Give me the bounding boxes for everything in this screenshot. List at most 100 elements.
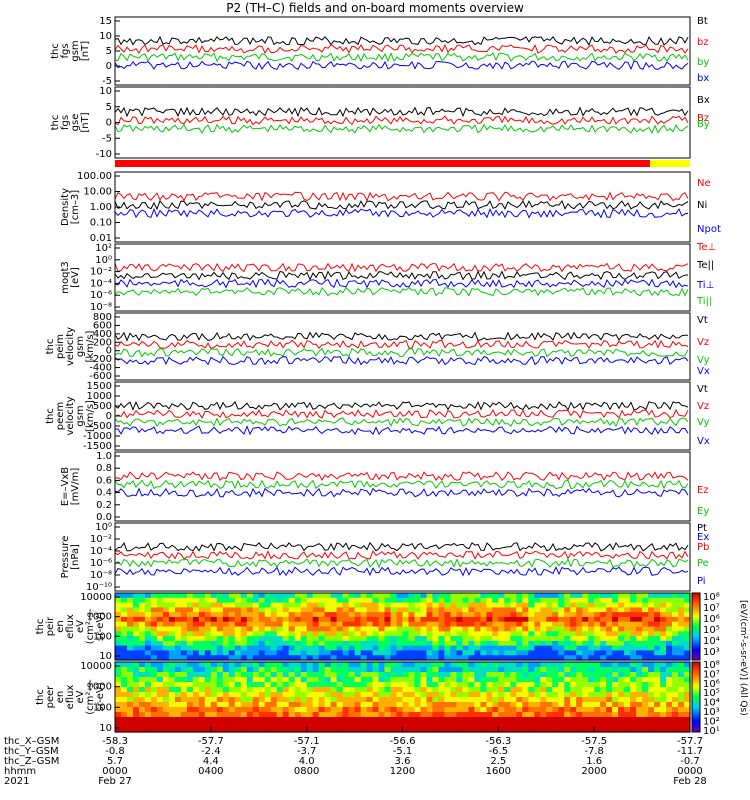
- spectrogram-cell: [576, 645, 583, 651]
- spectrogram-cell: [390, 602, 398, 608]
- spectrogram-cell: [420, 677, 428, 683]
- spectrogram-cell: [498, 612, 505, 618]
- spectrogram-cell: [462, 612, 469, 618]
- spectrogram-cell: [156, 636, 164, 642]
- ytick-label: 0.2: [96, 500, 112, 511]
- spectrogram-cell: [474, 682, 481, 688]
- spectrogram-cell: [462, 621, 469, 628]
- spectrogram-cell: [516, 597, 523, 604]
- spectrogram-cell: [474, 655, 481, 661]
- spectrogram-cell: [234, 672, 242, 678]
- spectrogram-cell: [630, 682, 637, 688]
- spectrogram-cell: [630, 687, 637, 693]
- spectrogram-cell: [198, 636, 206, 642]
- spectrogram-cell: [127, 621, 134, 628]
- spectrogram-cell: [186, 636, 194, 642]
- spectrogram-cell: [456, 712, 463, 718]
- spectrogram-cell: [156, 662, 164, 668]
- spectrogram-cell: [192, 702, 200, 708]
- spectrogram-cell: [582, 597, 589, 604]
- spectrogram-cell: [168, 636, 176, 642]
- spectrogram-cell: [504, 662, 511, 668]
- spectrogram-cell: [121, 692, 128, 698]
- spectrogram-cell: [648, 655, 655, 661]
- ytick-label: 10⁻⁸: [90, 570, 112, 581]
- spectrogram-cell: [558, 692, 565, 698]
- spectrogram-cell: [174, 667, 182, 673]
- spectrogram-cell: [618, 687, 625, 693]
- spectrogram-cell: [396, 650, 404, 656]
- spectrogram-cell: [121, 672, 128, 678]
- spectrogram-cell: [678, 697, 685, 703]
- spectrogram-cell: [570, 593, 577, 599]
- spectrogram-cell: [276, 655, 284, 661]
- spectrogram-cell: [678, 687, 685, 693]
- spectrogram-cell: [360, 697, 368, 703]
- spectrogram-cell: [504, 616, 511, 623]
- spectrogram-cell: [390, 631, 398, 637]
- spectrogram-cell: [252, 621, 260, 628]
- spectrogram-cell: [396, 672, 404, 678]
- spectrogram-cell: [246, 697, 254, 703]
- spectrogram-cell: [156, 612, 164, 618]
- spectrogram-cell: [300, 593, 308, 599]
- spectrogram-cell: [294, 667, 302, 673]
- spectrogram-cell: [348, 607, 356, 613]
- spectrogram-cell: [564, 727, 571, 733]
- spectrogram-cell: [570, 636, 577, 642]
- spectrogram-cell: [168, 682, 176, 688]
- spectrogram-cell: [438, 697, 445, 703]
- spectrogram-cell: [546, 727, 553, 733]
- spectrogram-cell: [121, 717, 128, 723]
- spectrogram-cell: [684, 682, 691, 688]
- spectrogram-cell: [486, 687, 493, 693]
- spectrogram-cell: [594, 607, 601, 613]
- spectrogram-cell: [342, 697, 350, 703]
- spectrogram-cell: [324, 677, 332, 683]
- spectrogram-cell: [660, 626, 667, 632]
- spectrogram-cell: [127, 593, 134, 599]
- spectrogram-cell: [438, 722, 445, 728]
- spectrogram-cell: [684, 667, 691, 673]
- spectrogram-cell: [540, 712, 547, 718]
- spectrogram-cell: [546, 692, 553, 698]
- spectrogram-cell: [306, 717, 314, 723]
- spectrogram-cell: [678, 667, 685, 673]
- spectrogram-cell: [192, 645, 200, 651]
- spectrogram-cell: [588, 597, 595, 604]
- spectrogram-cell: [192, 662, 200, 668]
- legend-Vz: Vz: [697, 337, 709, 348]
- spectrogram-cell: [648, 597, 655, 604]
- spectrogram-cell: [588, 655, 595, 661]
- spectrogram-cell: [558, 597, 565, 604]
- spectrogram-cell: [210, 636, 218, 642]
- spectrogram-cell: [648, 616, 655, 623]
- spectrogram-cell: [228, 597, 236, 604]
- spectrogram-cell: [636, 662, 643, 668]
- spectrogram-cell: [432, 636, 439, 642]
- spectrogram-cell: [180, 626, 188, 632]
- ytick-label: 10: [99, 31, 112, 42]
- spectrogram-cell: [408, 687, 416, 693]
- spectrogram-cell: [210, 717, 218, 723]
- spectrogram-cell: [384, 722, 392, 728]
- spectrogram-cell: [504, 612, 511, 618]
- spectrogram-cell: [636, 645, 643, 651]
- spectrogram-cell: [522, 712, 529, 718]
- spectrogram-cell: [127, 662, 134, 668]
- spectrogram-cell: [198, 626, 206, 632]
- spectrogram-cell: [486, 717, 493, 723]
- spectrogram-cell: [546, 697, 553, 703]
- spectrogram-cell: [150, 687, 158, 693]
- spectrogram-cell: [654, 717, 661, 723]
- spectrogram-cell: [234, 667, 242, 673]
- spectrogram-cell: [192, 697, 200, 703]
- spectrogram-cell: [384, 636, 392, 642]
- spectrogram-cell: [234, 682, 242, 688]
- spectrogram-cell: [552, 597, 559, 604]
- spectrogram-cell: [582, 662, 589, 668]
- spectrogram-cell: [510, 607, 517, 613]
- spectrogram-cell: [576, 655, 583, 661]
- spectrogram-cell: [462, 717, 469, 723]
- spectrogram-cell: [420, 616, 428, 623]
